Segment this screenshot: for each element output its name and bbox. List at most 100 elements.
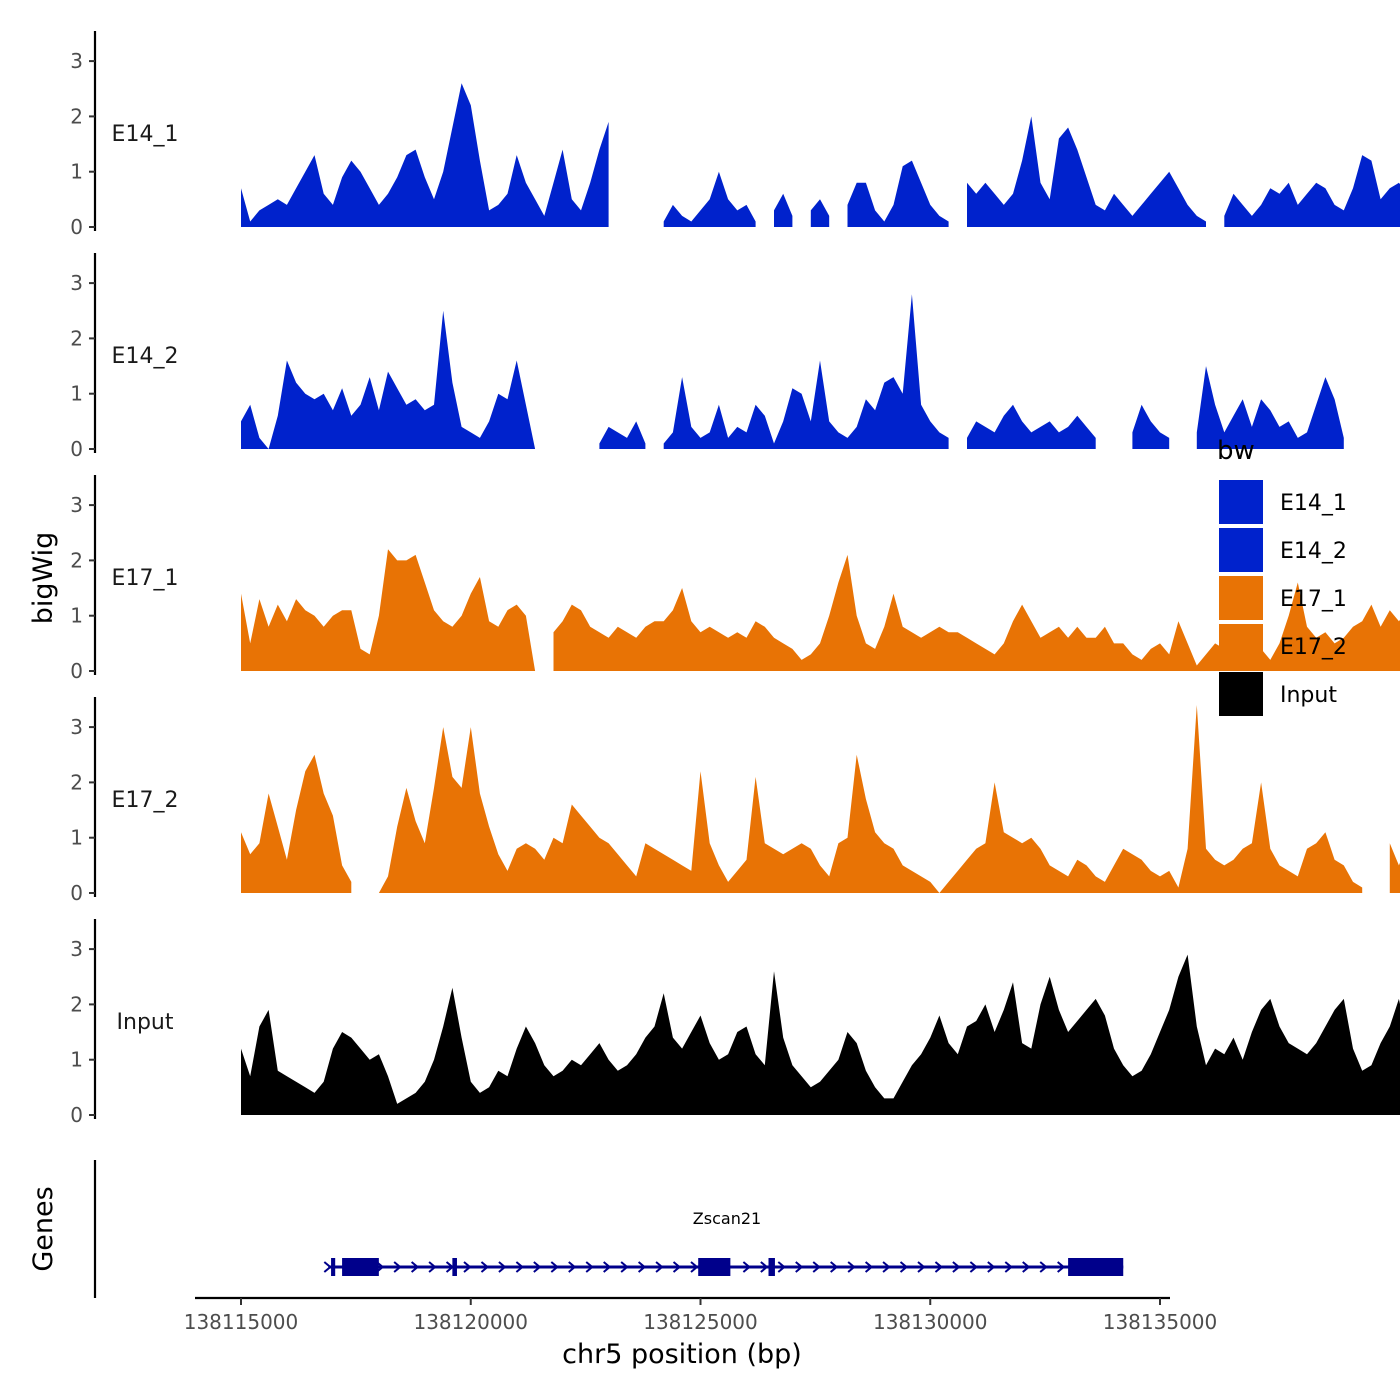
y-tick-label: 3: [70, 715, 83, 739]
strand-arrow: [847, 1261, 856, 1273]
area-segment-E14_2: [967, 404, 1096, 449]
strand-arrow: [777, 1261, 786, 1273]
area-segment-E14_1: [967, 116, 1206, 227]
track-E17_1: 0 1 2 3 E17_1: [70, 475, 1400, 683]
gene-track: [93, 1160, 1124, 1298]
strand-arrow: [672, 1261, 682, 1273]
y-tick-label: 3: [70, 271, 83, 295]
legend: bw E14_1 E14_2 E17_1 E17_2 Input: [1217, 436, 1347, 716]
strand-arrow: [637, 1261, 647, 1273]
y-tick-label: 1: [70, 604, 83, 628]
area-segment-Input: [241, 954, 1400, 1115]
strand-arrow: [830, 1261, 839, 1273]
strand-arrow: [917, 1261, 926, 1273]
track-label-E17_1: E17_1: [112, 566, 179, 591]
y-tick-label: 2: [70, 770, 83, 794]
gene-exon: [1068, 1258, 1124, 1276]
x-tick-label: 138115000: [184, 1310, 299, 1334]
y-tick-label: 1: [70, 826, 83, 850]
strand-arrow: [952, 1261, 961, 1273]
strand-arrow: [655, 1261, 664, 1273]
y-tick-label: 0: [70, 659, 83, 683]
track-label-E14_1: E14_1: [112, 122, 179, 147]
strand-arrow: [428, 1261, 437, 1273]
x-tick-label: 138130000: [873, 1310, 988, 1334]
x-tick-label: 138125000: [643, 1310, 758, 1334]
strand-arrow: [1039, 1261, 1048, 1273]
legend-swatch-E14_2: [1219, 528, 1263, 572]
strand-arrow: [795, 1261, 804, 1273]
y-tick-label: 0: [70, 1103, 83, 1127]
strand-arrow: [550, 1261, 559, 1273]
area-segment-E14_2: [241, 310, 536, 449]
y-tick-label: 3: [70, 937, 83, 961]
area-segment-E14_1: [774, 193, 793, 227]
gene-name-label: Zscan21: [693, 1209, 761, 1228]
strand-arrow: [812, 1261, 821, 1273]
area-segment-E17_2: [241, 754, 352, 893]
x-axis: 138115000 138120000 138125000 138130000 1381…: [184, 1296, 1218, 1334]
x-tick-label: 138120000: [413, 1310, 528, 1334]
area-segment-E14_1: [241, 83, 609, 227]
track-label-E17_2: E17_2: [112, 788, 179, 813]
strand-arrow: [690, 1261, 699, 1273]
strand-arrow: [760, 1261, 769, 1273]
strand-arrow: [899, 1261, 909, 1273]
y-tick-label: 1: [70, 382, 83, 406]
strand-arrow: [393, 1261, 402, 1273]
gene-exon: [452, 1258, 457, 1276]
strand-arrow: [742, 1261, 751, 1273]
legend-label-E14_2: E14_2: [1280, 539, 1347, 564]
x-axis-title: chr5 position (bp): [562, 1339, 802, 1370]
strand-arrow: [515, 1261, 524, 1273]
strand-arrow: [323, 1261, 332, 1273]
gene-exon: [342, 1258, 379, 1276]
legend-label-E14_1: E14_1: [1280, 491, 1347, 516]
y-tick-label: 2: [70, 326, 83, 350]
track-label-Input: Input: [117, 1010, 174, 1035]
legend-label-E17_1: E17_1: [1280, 587, 1347, 612]
strand-arrow: [1022, 1261, 1031, 1273]
strand-arrow: [882, 1261, 891, 1273]
strand-arrow: [1057, 1261, 1066, 1273]
area-segment-E14_2: [1132, 404, 1170, 449]
strand-arrow: [585, 1261, 594, 1273]
area-segment-E17_1: [241, 549, 536, 671]
gene-exon: [698, 1258, 731, 1276]
genes-track-label: Genes: [28, 1186, 59, 1271]
track-label-E14_2: E14_2: [112, 344, 179, 369]
strand-arrow: [620, 1261, 629, 1273]
strand-arrow: [533, 1261, 542, 1273]
y-tick-label: 1: [70, 160, 83, 184]
track-Input: 0 1 2 3 Input: [70, 919, 1400, 1127]
strand-arrow: [498, 1261, 507, 1273]
y-tick-label: 0: [70, 215, 83, 239]
legend-swatch-E14_1: [1219, 480, 1263, 524]
strand-arrow: [568, 1261, 577, 1273]
area-segment-E14_1: [810, 199, 830, 227]
legend-label-Input: Input: [1280, 683, 1337, 708]
area-segment-E17_1: [553, 554, 1400, 671]
x-tick-label: 138135000: [1103, 1310, 1218, 1334]
legend-swatch-Input: [1219, 672, 1263, 716]
strand-arrow: [987, 1261, 996, 1273]
area-segment-E14_1: [847, 160, 949, 227]
area-segment-E14_2: [1196, 366, 1344, 449]
gene-exon: [768, 1258, 775, 1276]
legend-title: bw: [1217, 436, 1255, 466]
strand-arrow: [1004, 1261, 1013, 1273]
track-E14_1: 0 1 2 3 E14_1: [70, 31, 1400, 239]
strand-arrow: [969, 1261, 978, 1273]
legend-label-E17_2: E17_2: [1280, 635, 1347, 660]
strand-arrow: [480, 1261, 490, 1273]
strand-arrow: [934, 1261, 944, 1273]
y-tick-label: 3: [70, 493, 83, 517]
strand-arrow: [410, 1261, 420, 1273]
y-tick-label: 2: [70, 548, 83, 572]
y-tick-label: 2: [70, 992, 83, 1016]
area-segment-E14_2: [599, 421, 646, 449]
area-segment-E14_1: [1224, 155, 1400, 227]
y-tick-label: 0: [70, 437, 83, 461]
track-E14_2: 0 1 2 3 E14_2: [70, 253, 1344, 461]
